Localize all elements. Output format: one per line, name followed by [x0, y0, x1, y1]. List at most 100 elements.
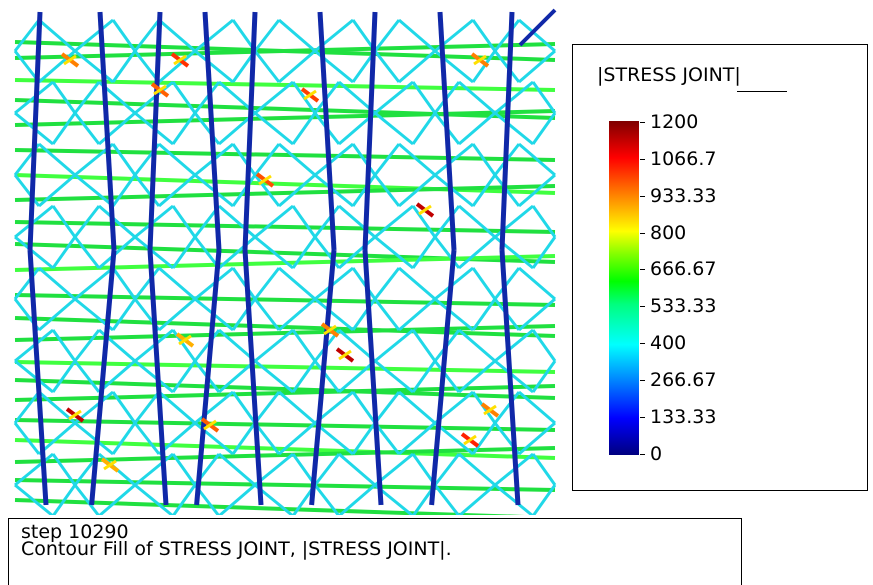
joint-segment — [434, 266, 474, 301]
joint-segment — [14, 98, 556, 120]
joint-segment — [518, 297, 556, 332]
joint-segment — [398, 421, 436, 456]
joint-segment — [373, 143, 401, 176]
joint-segment — [398, 266, 436, 301]
joint-segment — [411, 112, 437, 145]
joint-segment — [73, 484, 101, 515]
joint-segment — [38, 297, 76, 332]
joint-segment — [253, 267, 281, 300]
joint-segment — [51, 81, 77, 114]
joint-segment — [218, 483, 256, 515]
joint-segment — [13, 174, 41, 207]
joint-segment — [173, 54, 187, 66]
joint-segment — [494, 328, 534, 363]
joint-segment — [362, 249, 384, 506]
colorbar-label-1200: 1200 — [650, 111, 699, 133]
joint-segment — [98, 483, 136, 515]
joint-segment — [74, 18, 114, 53]
colorbar-label-933: 933.33 — [650, 185, 717, 207]
caption-box: step 10290 Contour Fill of STRESS JOINT,… — [8, 518, 742, 585]
joint-segment — [231, 267, 257, 300]
joint-segment — [111, 422, 137, 455]
joint-segment — [253, 50, 281, 83]
joint-segment — [433, 205, 461, 238]
joint-segment — [398, 173, 436, 208]
joint-segment — [158, 173, 196, 208]
joint-segment — [309, 249, 337, 506]
colorbar-tick — [640, 233, 645, 234]
joint-segment — [483, 404, 497, 416]
colorbar-tick — [640, 159, 645, 160]
joint-segment — [314, 142, 354, 177]
joint-segment — [153, 84, 167, 96]
legend-box: |STRESS JOINT| 1200 1066.7 933.33 800 66… — [572, 44, 868, 491]
joint-segment — [351, 391, 377, 424]
joint-segment — [218, 452, 256, 487]
colorbar — [609, 121, 639, 455]
joint-segment — [471, 50, 497, 83]
joint-segment — [133, 422, 161, 455]
joint-segment — [531, 360, 557, 393]
joint-segment — [63, 54, 77, 66]
joint-segment — [254, 111, 294, 146]
joint-segment — [158, 49, 196, 84]
joint-segment — [14, 109, 556, 127]
joint-segment — [374, 235, 414, 270]
colorbar-label-666: 666.67 — [650, 258, 717, 280]
joint-segment — [398, 390, 436, 425]
joint-segment — [51, 236, 77, 269]
joint-segment — [193, 81, 221, 114]
joint-segment — [278, 266, 316, 301]
joint-segment — [51, 112, 77, 145]
colorbar-tick — [640, 417, 645, 418]
joint-segment — [437, 11, 457, 251]
joint-segment — [411, 360, 437, 393]
joint-segment — [473, 54, 487, 66]
joint-segment — [14, 452, 54, 487]
joint-segment — [518, 49, 556, 84]
joint-segment — [314, 421, 354, 456]
joint-segment — [278, 18, 316, 53]
joint-segment — [291, 112, 317, 145]
joint-segment — [73, 360, 101, 393]
joint-segment — [111, 174, 137, 207]
joint-segment — [74, 49, 114, 84]
joint-segment — [317, 11, 337, 251]
joint-segment — [313, 484, 341, 515]
joint-segment — [194, 18, 234, 53]
joint-segment — [434, 297, 474, 332]
joint-segment — [418, 204, 432, 216]
joint-segment — [338, 452, 376, 487]
joint-segment — [73, 236, 101, 269]
joint-segment — [303, 89, 317, 101]
joint-segment — [231, 143, 257, 176]
joint-segment — [194, 49, 234, 84]
joint-segment — [374, 204, 414, 239]
joint-segment — [351, 143, 377, 176]
joint-segment — [471, 298, 497, 331]
joint-segment — [14, 418, 556, 432]
joint-segment — [73, 205, 101, 238]
joint-segment — [133, 174, 161, 207]
joint-segment — [253, 143, 281, 176]
joint-segment — [158, 390, 196, 425]
joint-segment — [14, 235, 54, 270]
joint-segment — [493, 391, 521, 424]
joint-segment — [313, 453, 341, 486]
colorbar-tick — [640, 380, 645, 381]
joint-segment — [471, 267, 497, 300]
joint-segment — [27, 11, 43, 251]
joint-segment — [171, 453, 197, 486]
joint-segment — [13, 19, 41, 52]
joint-segment — [253, 422, 281, 455]
joint-segment — [218, 204, 256, 239]
colorbar-label-400: 400 — [650, 332, 687, 354]
joint-segment — [434, 421, 474, 456]
joint-segment — [338, 235, 376, 270]
joint-segment — [338, 483, 376, 515]
joint-segment — [374, 328, 414, 363]
joint-segment — [254, 328, 294, 363]
joint-segment — [258, 174, 272, 186]
joint-segment — [458, 452, 496, 487]
joint-segment — [351, 298, 377, 331]
